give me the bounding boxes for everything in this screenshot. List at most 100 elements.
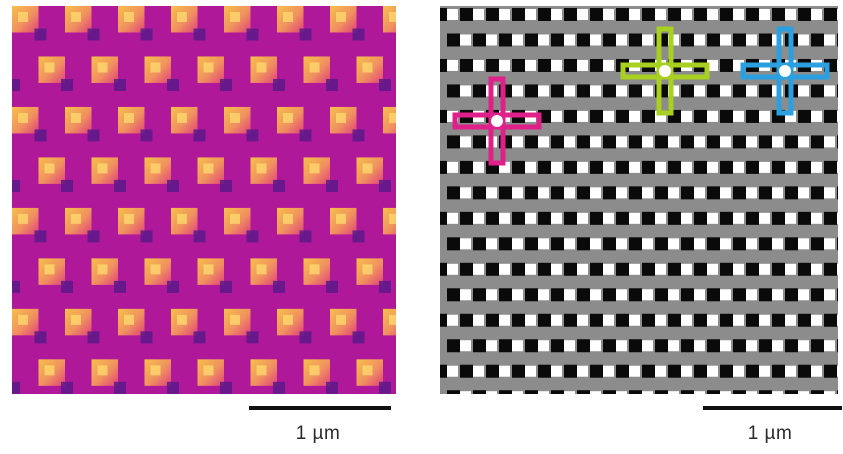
lattice-dark-dot (629, 237, 642, 251)
lattice-dark-dot (577, 390, 590, 394)
lattice-dark-dot (668, 313, 681, 327)
texture-highlight (362, 62, 373, 73)
lattice-bright-dot (720, 391, 731, 394)
lattice-bright-dot (759, 365, 770, 377)
lattice-dark-dot (564, 364, 577, 378)
lattice-bright-dot (668, 391, 679, 394)
texture-highlight (362, 264, 373, 275)
lattice-dark-dot (629, 84, 642, 98)
lattice-bright-dot (551, 110, 562, 122)
lattice-bright-dot (746, 136, 757, 148)
lattice-dark-dot (811, 288, 824, 302)
texture-shadow (87, 129, 100, 142)
lattice-dark-dot (759, 33, 772, 47)
texture-shadow (140, 230, 153, 243)
lattice-bright-dot (785, 161, 796, 173)
texture-highlight (256, 264, 267, 275)
lattice-dark-dot (824, 211, 837, 225)
texture-shadow (61, 381, 73, 394)
lattice-dark-dot (551, 390, 564, 394)
texture-shadow (193, 28, 206, 41)
lattice-dark-dot (746, 160, 759, 174)
lattice-dark-dot (746, 109, 759, 123)
lattice-dark-dot (525, 390, 538, 394)
lattice-bright-dot (577, 365, 588, 377)
texture-highlight (44, 365, 55, 376)
lattice-dark-dot (694, 211, 707, 225)
lattice-dark-dot (694, 109, 707, 123)
lattice-bright-dot (733, 110, 744, 122)
lattice-dark-dot (603, 237, 616, 251)
texture-shadow (140, 331, 153, 344)
lattice-bright-dot (837, 9, 838, 20)
lattice-bright-dot (538, 34, 549, 46)
lattice-dark-dot (772, 364, 785, 378)
lattice-dark-dot (837, 135, 838, 149)
lattice-bright-dot (824, 238, 835, 250)
lattice-bright-dot (707, 365, 718, 377)
lattice-bright-dot (655, 212, 666, 224)
lattice-dark-dot (785, 288, 798, 302)
texture-highlight (71, 112, 81, 123)
lattice-dark-dot (538, 313, 551, 327)
lattice-dark-dot (551, 186, 564, 200)
lattice-bright-dot (798, 340, 809, 352)
lattice-dark-dot (642, 364, 655, 378)
lattice-bright-dot (577, 314, 588, 326)
lattice-dark-dot (694, 364, 707, 378)
lattice-dark-dot (798, 8, 811, 21)
lattice-dark-dot (538, 211, 551, 225)
lattice-bright-dot (837, 314, 838, 326)
texture-highlight (44, 62, 55, 73)
lattice-bright-dot (564, 238, 575, 250)
lattice-dark-dot (447, 135, 460, 149)
lattice-dark-dot (785, 135, 798, 149)
lattice-bright-dot (824, 340, 835, 352)
lattice-dark-dot (694, 8, 707, 21)
texture-highlight (97, 264, 108, 275)
lattice-dark-dot (824, 262, 837, 276)
lattice-dark-dot (694, 262, 707, 276)
lattice-dark-dot (538, 58, 551, 72)
lattice-dark-dot (447, 288, 460, 302)
lattice-bright-dot (707, 212, 718, 224)
lattice-bright-dot (798, 187, 809, 199)
texture-highlight (97, 163, 108, 174)
lattice-dark-dot (447, 186, 460, 200)
lattice-bright-dot (694, 187, 705, 199)
texture-shadow (273, 280, 285, 293)
lattice-dark-dot (486, 58, 499, 72)
lattice-dark-dot (642, 313, 655, 327)
lattice-bright-dot (538, 340, 549, 352)
lattice-bright-dot (811, 365, 822, 377)
texture-highlight (203, 264, 214, 275)
lattice-dark-dot (486, 364, 499, 378)
lattice-dark-dot (577, 135, 590, 149)
lattice-dark-dot (603, 135, 616, 149)
lattice-bright-dot (616, 340, 627, 352)
lattice-dark-dot (473, 288, 486, 302)
lattice-bright-dot (798, 238, 809, 250)
lattice-dark-dot (811, 33, 824, 47)
texture-shadow (352, 331, 365, 344)
lattice-bright-dot (590, 34, 601, 46)
lattice-bright-dot (564, 289, 575, 301)
lattice-dark-dot (707, 84, 720, 98)
texture-highlight (18, 213, 28, 224)
texture-highlight (71, 12, 81, 22)
lattice-dark-dot (629, 390, 642, 394)
lattice-dark-dot (564, 8, 577, 21)
lattice-bright-dot (447, 212, 458, 224)
lattice-bright-dot (681, 314, 692, 326)
lattice-bright-dot (460, 34, 471, 46)
lattice-dark-dot (811, 339, 824, 353)
lattice-bright-dot (681, 9, 692, 20)
lattice-bright-dot (473, 365, 484, 377)
lattice-dark-dot (440, 58, 447, 72)
lattice-dark-dot (733, 135, 746, 149)
lattice-dark-dot (681, 288, 694, 302)
texture-highlight (336, 12, 346, 22)
texture-shadow (326, 381, 338, 394)
lattice-bright-dot (837, 212, 838, 224)
lattice-dark-dot (525, 339, 538, 353)
